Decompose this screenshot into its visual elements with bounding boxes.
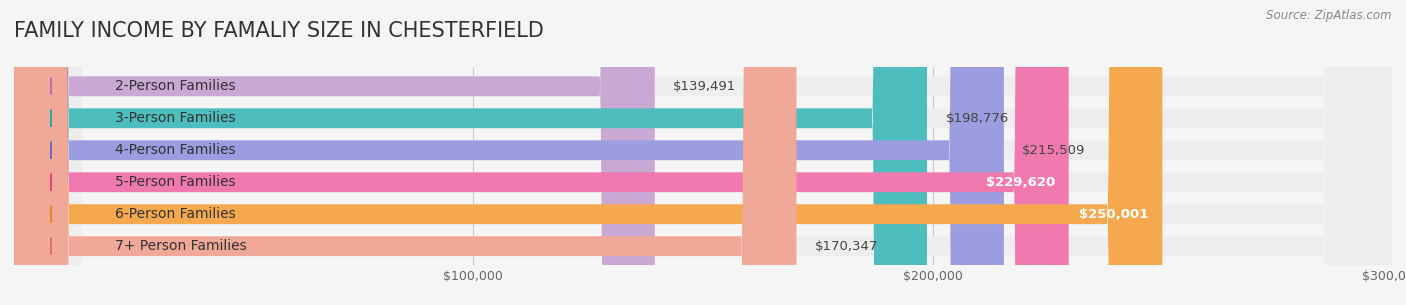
FancyBboxPatch shape xyxy=(14,0,1392,305)
Text: 2-Person Families: 2-Person Families xyxy=(115,79,236,93)
FancyBboxPatch shape xyxy=(14,0,1392,305)
Text: $139,491: $139,491 xyxy=(673,80,737,93)
FancyBboxPatch shape xyxy=(14,0,655,305)
FancyBboxPatch shape xyxy=(14,0,1392,305)
FancyBboxPatch shape xyxy=(14,0,1163,305)
Text: $229,620: $229,620 xyxy=(986,176,1054,189)
Text: 6-Person Families: 6-Person Families xyxy=(115,207,236,221)
Text: FAMILY INCOME BY FAMALIY SIZE IN CHESTERFIELD: FAMILY INCOME BY FAMALIY SIZE IN CHESTER… xyxy=(14,21,544,41)
FancyBboxPatch shape xyxy=(14,0,927,305)
Text: 7+ Person Families: 7+ Person Families xyxy=(115,239,247,253)
FancyBboxPatch shape xyxy=(14,0,1392,305)
FancyBboxPatch shape xyxy=(14,0,1392,305)
Text: 5-Person Families: 5-Person Families xyxy=(115,175,236,189)
Text: $170,347: $170,347 xyxy=(815,240,879,253)
Text: 4-Person Families: 4-Person Families xyxy=(115,143,236,157)
Text: 3-Person Families: 3-Person Families xyxy=(115,111,236,125)
Text: $250,001: $250,001 xyxy=(1080,208,1149,221)
Text: Source: ZipAtlas.com: Source: ZipAtlas.com xyxy=(1267,9,1392,22)
FancyBboxPatch shape xyxy=(14,0,1069,305)
FancyBboxPatch shape xyxy=(14,0,1392,305)
Text: $198,776: $198,776 xyxy=(945,112,1008,125)
FancyBboxPatch shape xyxy=(14,0,796,305)
Text: $215,509: $215,509 xyxy=(1022,144,1085,157)
FancyBboxPatch shape xyxy=(14,0,1004,305)
